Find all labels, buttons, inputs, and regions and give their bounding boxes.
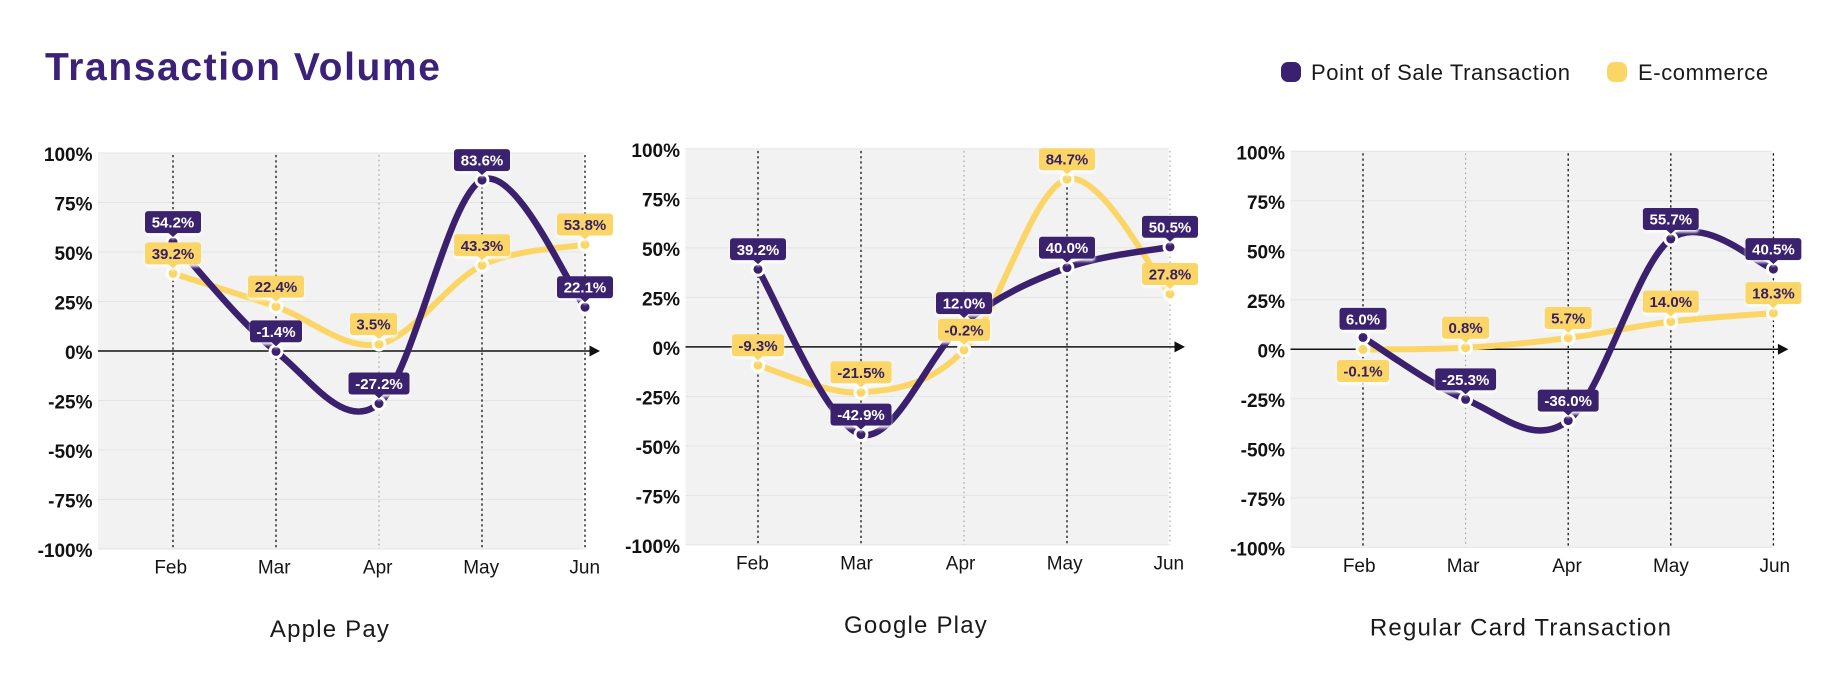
svg-text:50.5%: 50.5% (1149, 219, 1192, 236)
svg-text:25%: 25% (642, 289, 680, 310)
svg-text:Apr: Apr (363, 558, 393, 579)
svg-text:Regular Card Transaction: Regular Card Transaction (1370, 614, 1672, 641)
svg-text:-75%: -75% (636, 487, 680, 508)
svg-text:Apple Pay: Apple Pay (270, 616, 390, 643)
svg-text:25%: 25% (1247, 292, 1285, 313)
svg-text:-0.1%: -0.1% (1343, 364, 1382, 381)
svg-text:40.5%: 40.5% (1752, 242, 1795, 259)
svg-text:25%: 25% (54, 294, 92, 315)
svg-text:-25%: -25% (636, 388, 680, 409)
svg-text:0%: 0% (653, 339, 681, 360)
svg-text:22.1%: 22.1% (564, 280, 607, 297)
svg-text:12.0%: 12.0% (943, 296, 986, 313)
svg-text:54.2%: 54.2% (152, 215, 195, 232)
svg-text:Mar: Mar (1447, 556, 1480, 577)
svg-text:-100%: -100% (38, 541, 93, 562)
svg-text:May: May (1653, 556, 1689, 577)
svg-text:-1.4%: -1.4% (256, 324, 295, 341)
svg-text:-75%: -75% (48, 492, 92, 513)
svg-text:Apr: Apr (946, 553, 976, 574)
svg-text:84.7%: 84.7% (1046, 152, 1089, 169)
svg-text:-50%: -50% (48, 442, 92, 463)
svg-text:E-commerce: E-commerce (1638, 60, 1769, 85)
svg-text:Transaction Volume: Transaction Volume (45, 46, 442, 89)
svg-text:100%: 100% (631, 141, 680, 162)
svg-text:-50%: -50% (1241, 440, 1285, 461)
svg-text:-21.5%: -21.5% (837, 365, 885, 382)
svg-text:Feb: Feb (1343, 556, 1376, 577)
svg-text:-75%: -75% (1241, 490, 1285, 511)
svg-text:-0.2%: -0.2% (944, 322, 983, 339)
svg-text:-27.2%: -27.2% (355, 376, 403, 393)
svg-text:3.5%: 3.5% (356, 317, 390, 334)
svg-text:50%: 50% (1247, 242, 1285, 263)
svg-text:39.2%: 39.2% (737, 242, 780, 259)
svg-text:6.0%: 6.0% (1346, 311, 1380, 328)
svg-text:14.0%: 14.0% (1650, 294, 1693, 311)
svg-text:39.2%: 39.2% (152, 246, 195, 263)
svg-text:75%: 75% (642, 190, 680, 211)
svg-text:Point of Sale Transaction: Point of Sale Transaction (1311, 60, 1571, 85)
svg-text:55.7%: 55.7% (1650, 212, 1693, 229)
svg-text:40.0%: 40.0% (1046, 240, 1089, 257)
svg-text:5.7%: 5.7% (1551, 311, 1585, 328)
svg-text:43.3%: 43.3% (461, 238, 504, 255)
svg-text:-42.9%: -42.9% (837, 407, 885, 424)
svg-text:-36.0%: -36.0% (1544, 393, 1592, 410)
svg-text:75%: 75% (1247, 193, 1285, 214)
svg-text:Jun: Jun (1759, 556, 1790, 577)
svg-text:50%: 50% (54, 244, 92, 265)
svg-text:75%: 75% (54, 195, 92, 216)
svg-text:May: May (1047, 553, 1083, 574)
svg-text:-9.3%: -9.3% (738, 338, 777, 355)
svg-text:-25.3%: -25.3% (1442, 372, 1490, 389)
svg-text:Google Play: Google Play (844, 612, 988, 639)
svg-text:Apr: Apr (1552, 556, 1582, 577)
svg-text:-100%: -100% (625, 537, 680, 558)
svg-text:27.8%: 27.8% (1149, 267, 1192, 284)
svg-text:22.4%: 22.4% (255, 279, 298, 296)
svg-text:18.3%: 18.3% (1752, 286, 1795, 303)
svg-text:Feb: Feb (154, 558, 187, 579)
svg-text:53.8%: 53.8% (564, 217, 607, 234)
svg-text:-25%: -25% (48, 393, 92, 414)
svg-text:Mar: Mar (258, 558, 291, 579)
svg-text:100%: 100% (1236, 143, 1285, 164)
svg-text:Mar: Mar (840, 553, 873, 574)
svg-text:83.6%: 83.6% (461, 153, 504, 170)
svg-text:Jun: Jun (1153, 553, 1184, 574)
svg-text:0.8%: 0.8% (1448, 320, 1482, 337)
svg-text:50%: 50% (642, 240, 680, 261)
svg-text:0%: 0% (65, 343, 93, 364)
svg-text:May: May (463, 558, 499, 579)
svg-text:-25%: -25% (1241, 391, 1285, 412)
svg-text:Jun: Jun (569, 558, 600, 579)
svg-text:Feb: Feb (736, 553, 769, 574)
svg-text:-100%: -100% (1230, 539, 1285, 560)
svg-text:0%: 0% (1258, 341, 1286, 362)
svg-text:-50%: -50% (636, 438, 680, 459)
svg-text:100%: 100% (44, 145, 93, 166)
